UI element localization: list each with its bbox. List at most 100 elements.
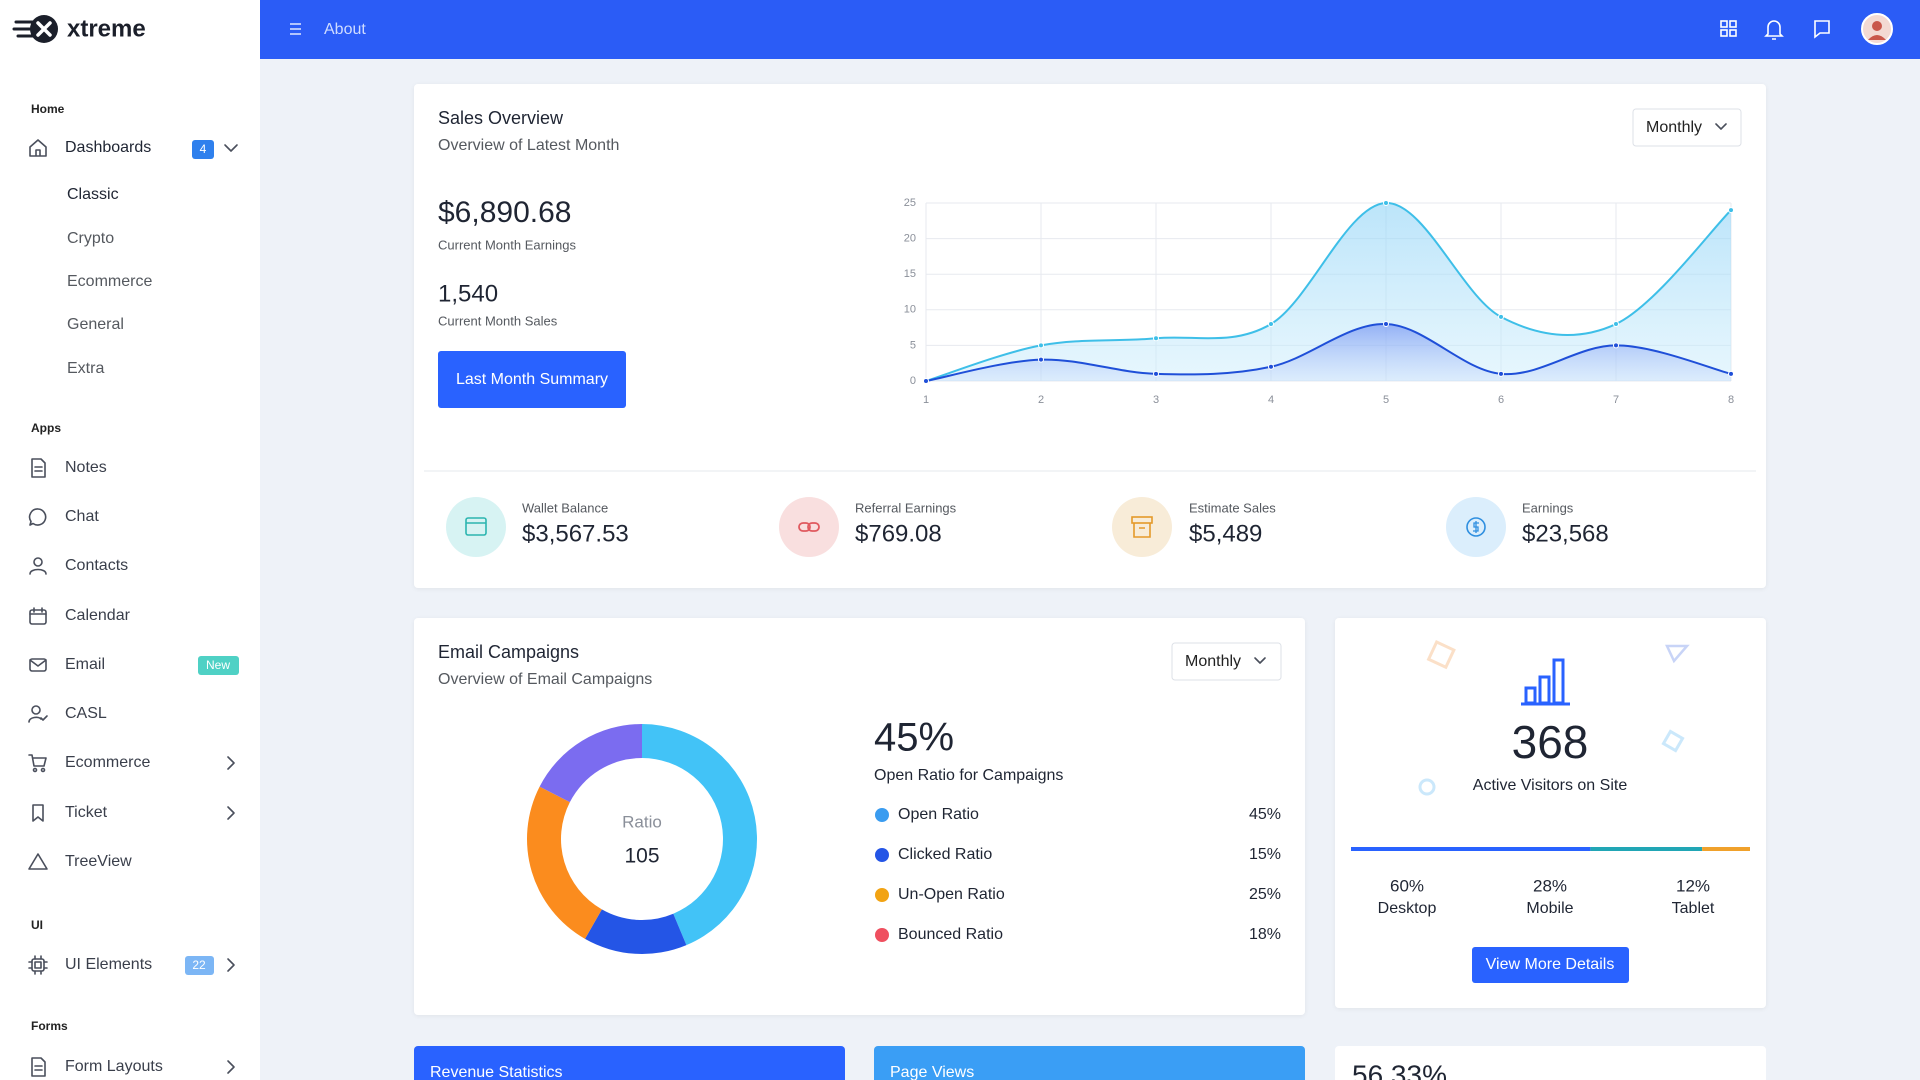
point [1498, 370, 1504, 377]
dropdown[interactable] [1171, 642, 1282, 681]
card-title: Revenue Statistics [430, 1064, 563, 1080]
y-tick-label: 15 [904, 268, 916, 280]
legend-value: 15% [1249, 846, 1281, 863]
nav-item[interactable]: Calendar [65, 607, 131, 624]
legend-dot [875, 888, 889, 902]
icon [28, 754, 47, 773]
stat-icon-bg [779, 497, 839, 557]
stat-value: $23,568 [1522, 520, 1609, 547]
button-text: View More Details [1486, 956, 1615, 973]
icon [32, 804, 44, 822]
device-value: 28% [1533, 876, 1567, 895]
legend-label: Un-Open Ratio [898, 886, 1005, 903]
nav-subitem[interactable]: Classic [67, 186, 119, 203]
icon [29, 607, 47, 625]
chevron[interactable] [227, 806, 235, 820]
donut-slice [527, 786, 602, 939]
avatar-face [1872, 21, 1882, 31]
stat-label: Earnings [1522, 500, 1574, 515]
icon [29, 139, 47, 157]
nav-item[interactable]: Dashboards [65, 139, 151, 156]
avatar-body [1868, 35, 1886, 40]
x-tick-label: 1 [923, 394, 929, 406]
card-subtitle: Overview of Email Campaigns [438, 671, 652, 688]
topbar-link[interactable]: About [324, 21, 366, 38]
nav-item[interactable]: Chat [65, 508, 99, 525]
nav-item[interactable]: UI Elements [65, 956, 152, 973]
legend-dot [875, 808, 889, 822]
icon [31, 1057, 46, 1077]
nav-subitem[interactable]: Extra [67, 360, 104, 377]
earnings-value: $6,890.68 [438, 196, 571, 229]
nav-item[interactable]: Notes [65, 459, 107, 476]
stat-value: $3,567.53 [522, 520, 629, 547]
card-title: Sales Overview [438, 108, 564, 128]
y-tick-label: 5 [910, 339, 916, 351]
device-label: Mobile [1526, 900, 1573, 917]
nav-item[interactable]: TreeView [65, 853, 132, 870]
x-tick-label: 2 [1038, 394, 1044, 406]
card-title: Email Campaigns [438, 642, 579, 662]
device-bar: 60% Desktop 28% Mobile 12% Tablet [1351, 847, 1750, 917]
donut-chart: Open Ratio 45% Clicked Ratio 15% Un-Open Rat… [527, 724, 1281, 954]
donut-center-value: 105 [624, 845, 659, 868]
stat-icon-bg [446, 497, 506, 557]
nav-subitem[interactable]: Crypto [67, 230, 114, 247]
area-fill [926, 202, 1731, 381]
x-tick-label: 8 [1728, 394, 1734, 406]
stat-label: Referral Earnings [855, 500, 957, 515]
progress-segment [1702, 847, 1750, 851]
nav-item[interactable]: Ticket [65, 804, 108, 821]
card-value: 56.33% [1352, 1059, 1447, 1080]
y-tick-label: 25 [904, 197, 916, 209]
x-tick-label: 6 [1498, 394, 1504, 406]
point [923, 378, 929, 384]
card-title: Page Views [890, 1064, 974, 1080]
chevron [1254, 657, 1266, 664]
point [1613, 321, 1619, 328]
icon [29, 658, 47, 672]
device-value: 60% [1390, 876, 1424, 895]
topbar-icons[interactable] [1720, 20, 1830, 40]
menu-toggle[interactable] [290, 23, 301, 35]
button[interactable] [438, 351, 626, 408]
badge [198, 656, 239, 675]
area-fill [926, 324, 1731, 381]
chevron[interactable] [224, 144, 238, 152]
nav-item[interactable]: Contacts [65, 557, 128, 574]
nav-subitem[interactable]: General [67, 316, 124, 333]
point [1268, 321, 1274, 328]
stat-icon [1131, 516, 1153, 538]
nav-item[interactable]: Email [65, 656, 105, 673]
chevron[interactable] [227, 1060, 235, 1074]
card [1335, 1046, 1766, 1080]
legend-dot [875, 848, 889, 862]
donut-slice [642, 724, 757, 946]
nav-subitem[interactable]: Ecommerce [67, 273, 152, 290]
stat-label: Estimate Sales [1189, 500, 1276, 515]
section-title: UI [31, 918, 43, 932]
nav-item[interactable]: CASL [65, 705, 107, 722]
badge-text: 4 [200, 142, 207, 156]
icon [28, 955, 48, 975]
donut-center-label: Ratio [622, 812, 662, 831]
button[interactable] [1472, 947, 1629, 983]
sales-value: 1,540 [438, 280, 498, 307]
dropdown-text: Monthly [1185, 653, 1241, 670]
legend-value: 18% [1249, 926, 1281, 943]
chevron[interactable] [227, 958, 235, 972]
point [1383, 200, 1389, 206]
badge [185, 956, 214, 975]
card [414, 618, 1305, 1015]
chevron[interactable] [227, 756, 235, 770]
dropdown[interactable] [1632, 108, 1742, 147]
point [1383, 321, 1389, 328]
y-tick-label: 10 [904, 304, 916, 316]
point [1728, 370, 1734, 377]
point [1153, 335, 1159, 342]
stat-icon [798, 522, 820, 532]
nav-item[interactable]: Ecommerce [65, 754, 150, 771]
badge [192, 140, 214, 159]
nav-item[interactable]: Form Layouts [65, 1058, 163, 1075]
earnings-label: Current Month Earnings [438, 237, 577, 252]
